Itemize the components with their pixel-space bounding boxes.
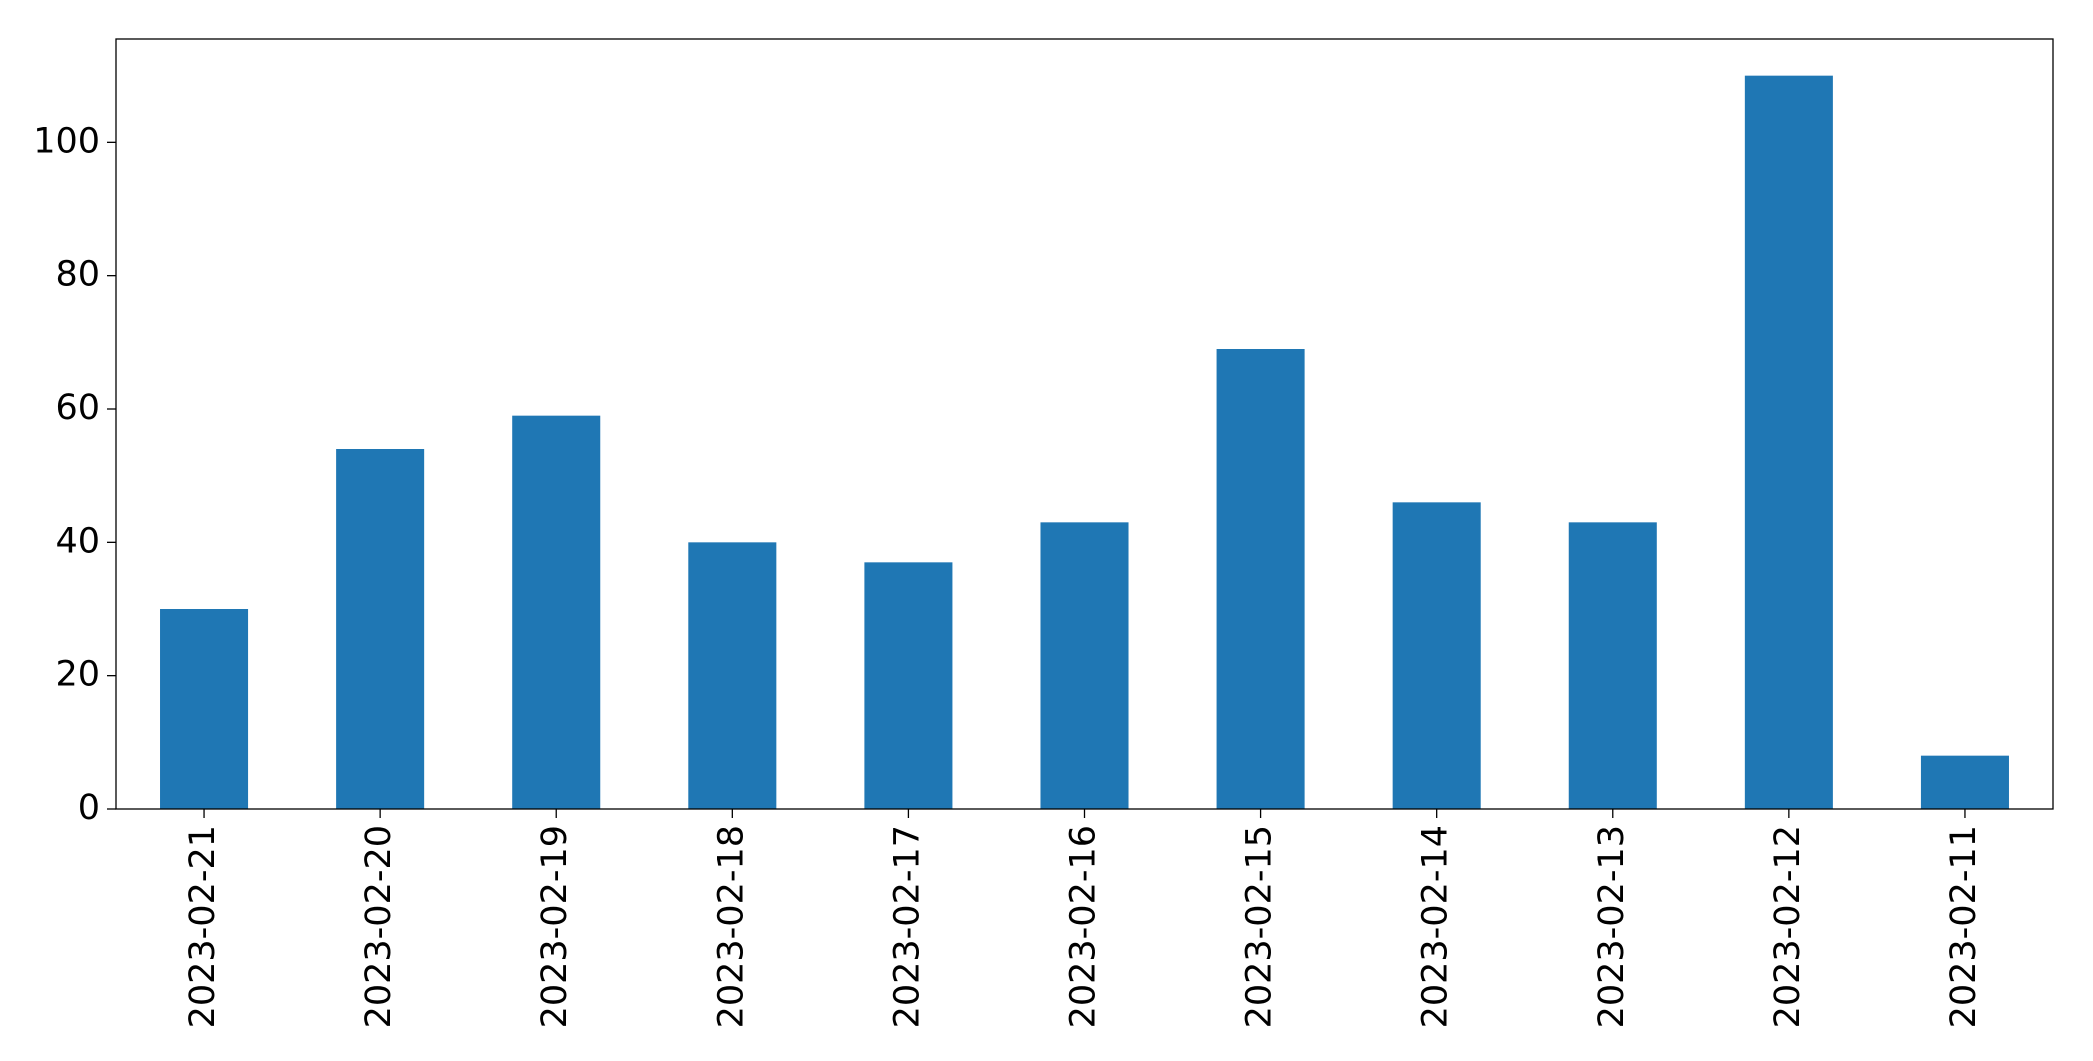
x-tick-label: 2023-02-21 xyxy=(183,825,223,1028)
bar xyxy=(336,449,425,809)
bar xyxy=(864,562,953,809)
y-tick-label: 60 xyxy=(55,388,100,428)
bar xyxy=(1744,75,1833,809)
bar xyxy=(160,609,249,809)
x-tick-label: 2023-02-15 xyxy=(1240,825,1280,1028)
x-tick-label: 2023-02-13 xyxy=(1592,825,1632,1028)
x-tick-label: 2023-02-18 xyxy=(711,825,751,1028)
bar xyxy=(512,415,601,809)
bar xyxy=(688,542,777,809)
x-tick-label: 2023-02-14 xyxy=(1416,825,1456,1028)
x-tick-label: 2023-02-19 xyxy=(535,825,575,1028)
bar xyxy=(1040,522,1129,809)
x-tick-label: 2023-02-11 xyxy=(1944,825,1984,1028)
x-tick-label: 2023-02-17 xyxy=(887,825,927,1028)
bar xyxy=(1568,522,1657,809)
x-tick-label: 2023-02-20 xyxy=(359,825,399,1028)
y-tick-label: 40 xyxy=(55,521,100,561)
y-tick-label: 100 xyxy=(33,121,100,161)
y-tick-label: 80 xyxy=(55,255,100,295)
plot-frame xyxy=(115,38,2054,810)
bar xyxy=(1920,755,2009,809)
x-tick-label: 2023-02-16 xyxy=(1064,825,1104,1028)
bar xyxy=(1216,349,1305,809)
x-tick-label: 2023-02-12 xyxy=(1768,825,1808,1028)
bar xyxy=(1392,502,1481,809)
y-tick-label: 20 xyxy=(55,655,100,695)
y-tick-label: 0 xyxy=(78,788,100,828)
